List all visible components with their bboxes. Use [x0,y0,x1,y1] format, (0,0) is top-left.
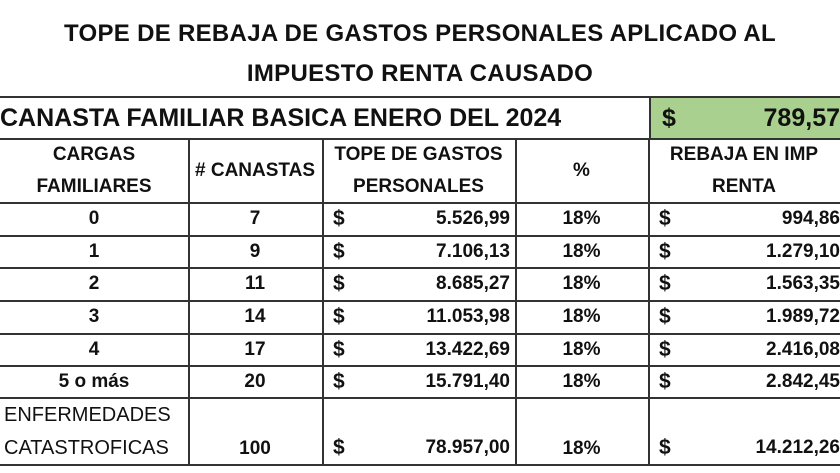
canasta-currency: $ [662,103,676,132]
catastrofica-tope: 78.957,00 [425,437,510,458]
grid-line [0,365,840,367]
tope-currency: $ [333,272,345,295]
header-canastas: # CANASTAS [195,160,315,181]
grid-line [0,235,840,237]
grid-line [648,139,650,465]
canastas-cell: 7 [249,208,261,229]
rebaja-cell: 1.279,10 [766,241,840,262]
canasta-value-cell: $ 789,57 [650,97,840,139]
grid-line [0,333,840,335]
canastas-cell: 20 [244,371,266,392]
header-rebaja: REBAJA EN IMP RENTA [648,139,840,203]
header-tope: TOPE DE GASTOS PERSONALES [322,139,515,203]
header-rebaja-line1: REBAJA EN IMP [669,144,819,165]
rebaja-cell: 1.989,72 [766,306,840,327]
pct-cell: 18% [562,371,601,392]
grid-line [0,464,840,466]
cargas-cell: 1 [88,241,100,262]
pct-cell: 18% [562,306,601,327]
rebaja-cell: 2.416,08 [766,339,840,360]
tope-cell: 11.053,98 [426,306,510,327]
canastas-cell: 9 [249,241,261,262]
tope-cell: 8.685,27 [436,273,510,294]
tope-cell: 13.422,69 [425,339,510,360]
pct-cell: 18% [562,273,601,294]
catastrofica-rebaja-currency: $ [659,436,671,459]
grid-line [0,202,840,204]
catastrofica-label-line1: ENFERMEDADES [4,403,171,426]
catastrofica-tope-currency: $ [333,436,345,459]
tope-currency: $ [333,370,345,393]
cargas-cell: 4 [88,339,100,360]
grid-line [0,397,840,399]
catastrofica-rebaja: 14.212,26 [755,437,840,458]
tope-cell: 5.526,99 [436,208,510,229]
tope-currency: $ [333,240,345,263]
header-rebaja-line2: RENTA [711,176,777,197]
cargas-cell: 3 [88,306,100,327]
pct-cell: 18% [562,339,601,360]
canasta-label: CANASTA FAMILIAR BASICA ENERO DEL 2024 [0,103,562,132]
header-cargas: CARGAS FAMILIARES [0,139,188,203]
rebaja-currency: $ [659,207,671,230]
cargas-cell: 0 [88,208,100,229]
tope-currency: $ [333,305,345,328]
cargas-cell: 5 o más [58,371,130,392]
canastas-cell: 11 [244,273,266,294]
rebaja-currency: $ [659,338,671,361]
rebaja-cell: 994,86 [781,208,840,229]
title-line-2: IMPUESTO RENTA CAUSADO [246,60,594,87]
canasta-value: 789,57 [763,103,840,132]
rebaja-currency: $ [659,272,671,295]
catastrofica-label-line2: CATASTROFICAS [4,436,169,459]
header-pct: % [573,160,590,181]
grid-line [0,300,840,302]
grid-line [649,97,651,139]
rebaja-cell: 2.842,45 [766,371,840,392]
grid-line [0,96,840,98]
catastrofica-canastas: 100 [239,437,271,459]
tope-currency: $ [333,207,345,230]
grid-line [188,139,190,465]
grid-line [322,139,324,465]
pct-cell: 18% [562,208,601,229]
rebaja-currency: $ [659,240,671,263]
rebaja-currency: $ [659,370,671,393]
pct-cell: 18% [562,241,601,262]
canastas-cell: 14 [244,306,266,327]
catastrofica-pct: 18% [562,437,601,459]
cargas-cell: 2 [88,273,100,294]
rebaja-cell: 1.563,35 [766,273,840,294]
header-cargas-line2: FAMILIARES [36,176,152,197]
tope-cell: 15.791,40 [425,371,510,392]
title-line-1: TOPE DE REBAJA DE GASTOS PERSONALES APLI… [64,20,776,47]
grid-line [0,138,840,140]
tope-cell: 7.106,13 [436,241,510,262]
canastas-cell: 17 [244,339,266,360]
grid-line [0,267,840,269]
catastrofica-label: ENFERMEDADES CATASTROFICAS [0,398,188,465]
header-tope-line2: PERSONALES [353,176,484,197]
tope-currency: $ [333,338,345,361]
grid-line [515,139,517,465]
rebaja-currency: $ [659,305,671,328]
header-cargas-line1: CARGAS [52,144,136,165]
header-tope-line1: TOPE DE GASTOS [334,144,503,165]
